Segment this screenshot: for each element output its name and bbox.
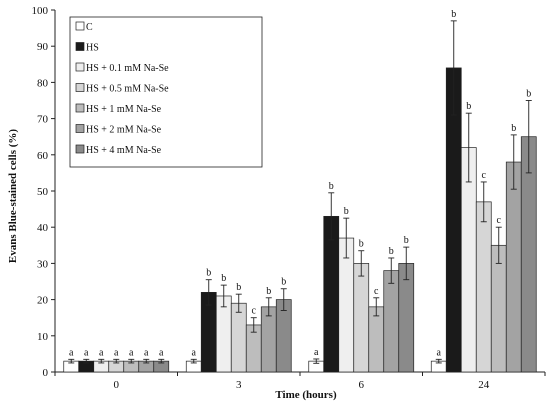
y-tick-label: 0 <box>43 367 49 379</box>
legend-swatch <box>75 42 85 51</box>
significance-label: a <box>192 347 197 358</box>
error-bars <box>68 20 532 364</box>
bar <box>260 306 277 373</box>
y-tick-label: 90 <box>37 41 49 53</box>
y-tick-label: 50 <box>37 186 49 198</box>
bar <box>230 302 247 373</box>
bar <box>475 201 492 373</box>
significance-label: a <box>114 347 119 358</box>
y-tick-label: 20 <box>37 295 49 307</box>
significance-label: a <box>144 347 149 358</box>
significance-label: a <box>437 347 442 358</box>
legend-label: HS + 1 mM Na-Se <box>86 104 162 115</box>
significance-label: b <box>221 273 226 284</box>
y-tick-label: 40 <box>37 222 49 234</box>
significance-label: c <box>252 306 257 317</box>
legend-frame <box>69 16 263 168</box>
legend-label: HS + 4 mM Na-Se <box>86 145 162 156</box>
significance-label: a <box>314 347 319 358</box>
legend-label: HS + 2 mM Na-Se <box>86 125 162 136</box>
significance-label: b <box>389 246 394 257</box>
x-ticks: 0 3 6 24 <box>54 372 546 391</box>
y-tick-label: 60 <box>37 150 49 162</box>
significance-label: b <box>451 9 456 20</box>
x-tick-label: 24 <box>478 379 490 391</box>
x-tick-label: 0 <box>114 379 120 391</box>
legend-label: C <box>86 22 93 33</box>
significance-label: b <box>236 282 241 293</box>
significance-label: a <box>159 347 164 358</box>
y-tick-label: 80 <box>37 77 49 89</box>
legend-swatch <box>75 21 85 31</box>
significance-label: b <box>206 268 211 279</box>
y-axis-title: Evans Blue-stained cells (%) <box>7 129 19 263</box>
x-tick-label: 6 <box>359 379 365 391</box>
y-tick-label: 100 <box>32 5 49 17</box>
legend-swatch <box>75 144 85 154</box>
bar <box>215 295 232 373</box>
x-axis-title: Time (hours) <box>275 389 337 401</box>
y-ticks: 0 10 20 30 40 50 60 70 80 90 100 <box>32 5 55 379</box>
significance-label: b <box>359 239 364 250</box>
significance-label: b <box>526 89 531 100</box>
significance-label: b <box>511 123 516 134</box>
legend-label: HS <box>86 43 99 54</box>
significance-label: c <box>497 215 502 226</box>
y-tick-label: 10 <box>37 331 49 343</box>
bar <box>368 306 385 373</box>
bar <box>490 244 507 373</box>
significance-label: c <box>374 286 379 297</box>
significance-label: c <box>482 170 487 181</box>
significance-label: b <box>466 101 471 112</box>
legend-swatch <box>75 103 85 113</box>
bar <box>353 263 370 373</box>
significance-label: b <box>281 277 286 288</box>
significance-label: a <box>69 347 74 358</box>
significance-label: b <box>329 181 334 192</box>
significance-label: a <box>129 347 134 358</box>
legend: C HS HS + 0.1 mM Na-Se HS + 0.5 mM Na-Se HS … <box>69 16 263 168</box>
legend-label: HS + 0.1 mM Na-Se <box>86 63 169 74</box>
legend-swatch <box>75 83 85 92</box>
bar <box>505 161 522 373</box>
significance-label: a <box>99 347 104 358</box>
significance-label: b <box>404 235 409 246</box>
legend-label: HS + 0.5 mM Na-Se <box>86 84 169 95</box>
x-tick-label: 3 <box>236 379 242 391</box>
y-tick-label: 70 <box>37 114 49 126</box>
significance-label: a <box>84 347 89 358</box>
significance-label: b <box>266 286 271 297</box>
bar <box>383 270 400 373</box>
significance-label: b <box>344 206 349 217</box>
legend-swatch <box>75 124 85 133</box>
legend-swatch <box>75 62 85 72</box>
y-tick-label: 30 <box>37 258 49 270</box>
